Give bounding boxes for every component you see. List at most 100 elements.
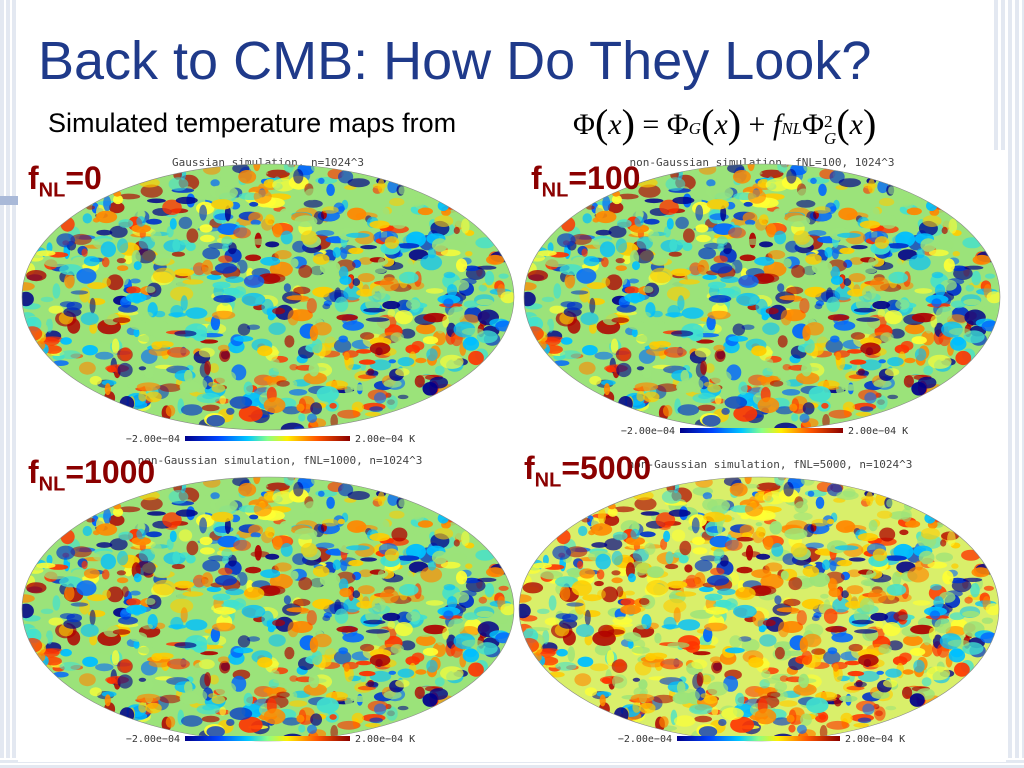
temperature-fluctuation (468, 662, 484, 677)
formula-equals: = (642, 108, 660, 141)
temperature-fluctuation (646, 579, 669, 596)
temperature-fluctuation (600, 379, 616, 386)
temperature-fluctuation (86, 517, 95, 523)
temperature-fluctuation (545, 345, 563, 354)
temperature-fluctuation (887, 357, 904, 367)
temperature-fluctuation (293, 169, 304, 184)
temperature-fluctuation (500, 603, 514, 616)
temperature-fluctuation (827, 314, 850, 321)
temperature-fluctuation (911, 382, 927, 396)
temperature-fluctuation (847, 670, 865, 677)
temperature-fluctuation (704, 622, 728, 632)
temperature-fluctuation (138, 236, 155, 250)
temperature-fluctuation (200, 339, 219, 344)
temperature-fluctuation (415, 323, 436, 335)
temperature-fluctuation (397, 394, 409, 400)
temperature-fluctuation (383, 690, 402, 700)
temperature-fluctuation (698, 247, 716, 260)
temperature-fluctuation (744, 238, 764, 245)
temperature-fluctuation (198, 659, 215, 669)
temperature-fluctuation (287, 621, 299, 638)
temperature-fluctuation (165, 405, 176, 417)
temperature-fluctuation (390, 332, 404, 343)
temperature-fluctuation (196, 704, 221, 715)
temperature-fluctuation (809, 600, 819, 610)
temperature-fluctuation (168, 624, 187, 629)
temperature-fluctuation (902, 195, 914, 209)
temperature-fluctuation (591, 542, 608, 548)
temperature-fluctuation (572, 256, 587, 266)
temperature-fluctuation (763, 677, 781, 684)
temperature-fluctuation (612, 674, 628, 689)
temperature-fluctuation (22, 603, 34, 619)
temperature-fluctuation (802, 402, 815, 415)
temperature-fluctuation (282, 717, 301, 726)
temperature-fluctuation (320, 288, 330, 298)
temperature-fluctuation (217, 656, 230, 663)
temperature-fluctuation (476, 610, 494, 618)
temperature-fluctuation (168, 312, 187, 318)
temperature-fluctuation (44, 656, 62, 666)
temperature-fluctuation (620, 598, 636, 606)
temperature-fluctuation (330, 414, 339, 429)
map-texture (22, 164, 514, 430)
temperature-fluctuation (864, 392, 877, 404)
temperature-fluctuation (755, 298, 768, 315)
temperature-fluctuation (559, 350, 582, 360)
temperature-fluctuation (434, 677, 445, 687)
temperature-fluctuation (540, 656, 559, 666)
temperature-fluctuation (928, 627, 936, 640)
temperature-fluctuation (948, 218, 958, 234)
temperature-fluctuation (60, 529, 75, 545)
temperature-fluctuation (81, 248, 88, 257)
temperature-fluctuation (783, 258, 792, 268)
temperature-fluctuation (766, 366, 784, 373)
temperature-fluctuation (442, 315, 449, 328)
temperature-fluctuation (720, 276, 740, 283)
temperature-fluctuation (826, 296, 840, 312)
temperature-fluctuation (243, 586, 265, 601)
temperature-fluctuation (916, 248, 925, 259)
temperature-fluctuation (272, 619, 286, 627)
temperature-fluctuation (673, 607, 681, 623)
temperature-fluctuation (716, 518, 723, 534)
temperature-fluctuation (963, 298, 981, 306)
temperature-fluctuation (680, 369, 690, 383)
temperature-fluctuation (453, 539, 460, 547)
temperature-fluctuation (807, 230, 827, 237)
temperature-fluctuation (724, 539, 743, 551)
temperature-fluctuation (906, 207, 922, 216)
temperature-fluctuation (597, 589, 606, 599)
temperature-fluctuation (212, 593, 231, 601)
temperature-fluctuation (567, 569, 583, 578)
temperature-fluctuation (824, 247, 833, 258)
temperature-fluctuation (238, 170, 257, 184)
temperature-fluctuation (738, 381, 748, 395)
temperature-fluctuation (283, 595, 291, 605)
slide-subtitle: Simulated temperature maps from (48, 108, 457, 138)
temperature-fluctuation (639, 702, 656, 714)
temperature-fluctuation (766, 223, 777, 238)
temperature-fluctuation (769, 521, 783, 535)
temperature-fluctuation (955, 350, 972, 366)
temperature-fluctuation (707, 499, 730, 513)
temperature-fluctuation (162, 199, 182, 215)
temperature-fluctuation (290, 570, 299, 580)
temperature-fluctuation (776, 607, 799, 613)
temperature-fluctuation (146, 218, 162, 225)
temperature-fluctuation (769, 380, 784, 387)
temperature-fluctuation (372, 267, 387, 274)
temperature-fluctuation (270, 670, 280, 678)
temperature-fluctuation (711, 706, 719, 716)
temperature-fluctuation (774, 595, 782, 605)
temperature-fluctuation (699, 586, 714, 593)
temperature-fluctuation (116, 265, 129, 271)
temperature-fluctuation (399, 271, 419, 284)
temperature-fluctuation (728, 227, 746, 239)
temperature-fluctuation (142, 311, 153, 318)
temperature-fluctuation (272, 223, 283, 238)
temperature-fluctuation (611, 317, 629, 324)
temperature-fluctuation (757, 273, 780, 283)
temperature-fluctuation (947, 639, 970, 647)
temperature-fluctuation (417, 520, 433, 528)
